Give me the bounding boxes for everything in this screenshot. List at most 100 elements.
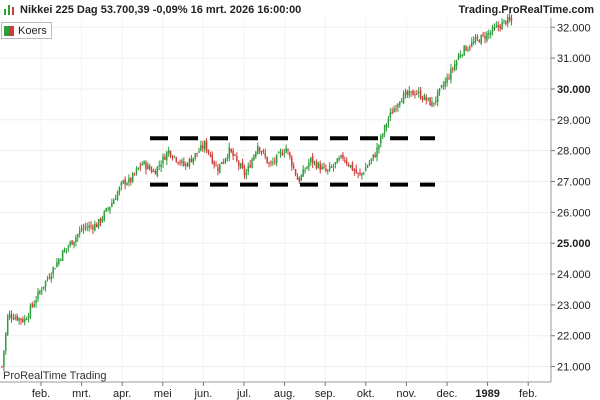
candle-body <box>453 64 456 71</box>
candle-body <box>465 46 467 51</box>
candle-body <box>247 165 249 173</box>
y-tick-label: 25.000 <box>557 238 591 250</box>
support-resistance-lines <box>150 136 435 187</box>
candle-body <box>482 34 484 36</box>
candle-body <box>16 315 18 321</box>
y-tick-label: 28.000 <box>557 146 591 158</box>
candle-body <box>497 25 500 27</box>
candle-body <box>166 152 168 161</box>
candle-body <box>217 167 219 171</box>
candle-body <box>423 95 426 100</box>
candle-body <box>366 165 369 168</box>
candle-body <box>446 77 448 83</box>
candle-body <box>207 149 210 153</box>
chart-bars-icon <box>4 5 14 15</box>
candle-body <box>6 316 9 335</box>
candle-body <box>294 169 297 176</box>
y-tick-label: 27.000 <box>557 176 591 188</box>
candle-body <box>442 85 445 87</box>
candle-body <box>147 164 149 170</box>
candle-body <box>311 156 314 164</box>
candle-body <box>198 151 200 153</box>
x-tick-label: nov. <box>396 388 416 400</box>
candle-body <box>406 90 409 96</box>
candle-body <box>253 155 255 161</box>
candle-body <box>222 161 225 164</box>
candle-body <box>289 152 291 157</box>
legend[interactable]: Koers <box>1 22 52 39</box>
candle-body <box>82 227 85 230</box>
candle-body <box>137 167 140 170</box>
candle-body <box>484 35 486 39</box>
candle-body <box>133 173 136 175</box>
candle-body <box>395 108 397 110</box>
candle-body <box>249 164 251 168</box>
candle-body <box>397 104 399 108</box>
candle-body <box>8 313 11 318</box>
candle-body <box>455 60 458 67</box>
time-axis: feb. mrt. apr. mei jun. jul. aug. sep. okt. nov. d… <box>32 382 537 400</box>
candle-body <box>364 167 367 172</box>
candle-body <box>368 162 371 166</box>
candle-body <box>219 163 221 173</box>
y-tick-label: 22.000 <box>557 331 591 343</box>
candle-body <box>14 317 17 319</box>
candle-body <box>139 166 142 168</box>
candle-body <box>429 97 431 106</box>
candle-body <box>162 156 164 164</box>
candle-body <box>65 248 68 250</box>
candle-body <box>124 179 126 185</box>
candle-body <box>167 150 170 154</box>
candle-body <box>22 318 24 322</box>
candle-body <box>52 267 54 275</box>
y-tick-label: 24.000 <box>557 269 591 281</box>
candle-body <box>452 68 454 70</box>
x-tick-label: sep. <box>315 388 336 400</box>
candle-body <box>353 169 356 171</box>
candle-body <box>48 277 51 279</box>
candle-body <box>203 141 206 149</box>
candle-body <box>54 268 56 270</box>
candle-body <box>256 145 259 154</box>
candle-body <box>495 25 498 27</box>
x-tick-label: dec. <box>437 388 458 400</box>
candle-body <box>372 154 375 159</box>
candle-body <box>476 36 479 39</box>
candle-body <box>505 20 507 25</box>
candle-body <box>315 162 318 169</box>
candle-body <box>211 154 214 164</box>
candle-body <box>351 163 354 171</box>
candle-body <box>69 241 71 246</box>
candle-body <box>327 169 329 171</box>
candle-body <box>196 152 198 154</box>
candle-body <box>427 97 429 100</box>
candle-body <box>448 77 450 79</box>
y-tick-label: 31.000 <box>557 53 591 65</box>
candle-body <box>402 93 405 104</box>
candle-body <box>361 172 363 176</box>
candle-body <box>357 172 359 174</box>
candle-body <box>296 176 299 180</box>
candle-body <box>213 161 215 166</box>
candle-body <box>292 166 295 169</box>
candle-body <box>266 156 268 164</box>
candle-body <box>275 154 278 164</box>
candle-body <box>486 33 488 41</box>
x-tick-label: jun. <box>194 388 213 400</box>
price-axis: 21.000 22.000 23.000 24.000 25.000 26.000 27.0… <box>551 22 591 374</box>
candle-body <box>274 160 276 162</box>
y-tick-label: 26.000 <box>557 207 591 219</box>
candle-body <box>469 47 471 49</box>
candle-body <box>355 169 357 174</box>
candle-body <box>262 150 265 152</box>
candle-body <box>169 151 172 157</box>
candle-body <box>268 162 270 164</box>
candle-body <box>391 112 393 114</box>
candle-body <box>510 18 513 21</box>
candle-body <box>63 249 66 253</box>
candle-body <box>258 147 261 152</box>
candle-body <box>340 155 342 158</box>
candle-body <box>338 158 340 161</box>
candle-body <box>188 158 191 166</box>
candle-body <box>90 225 92 227</box>
